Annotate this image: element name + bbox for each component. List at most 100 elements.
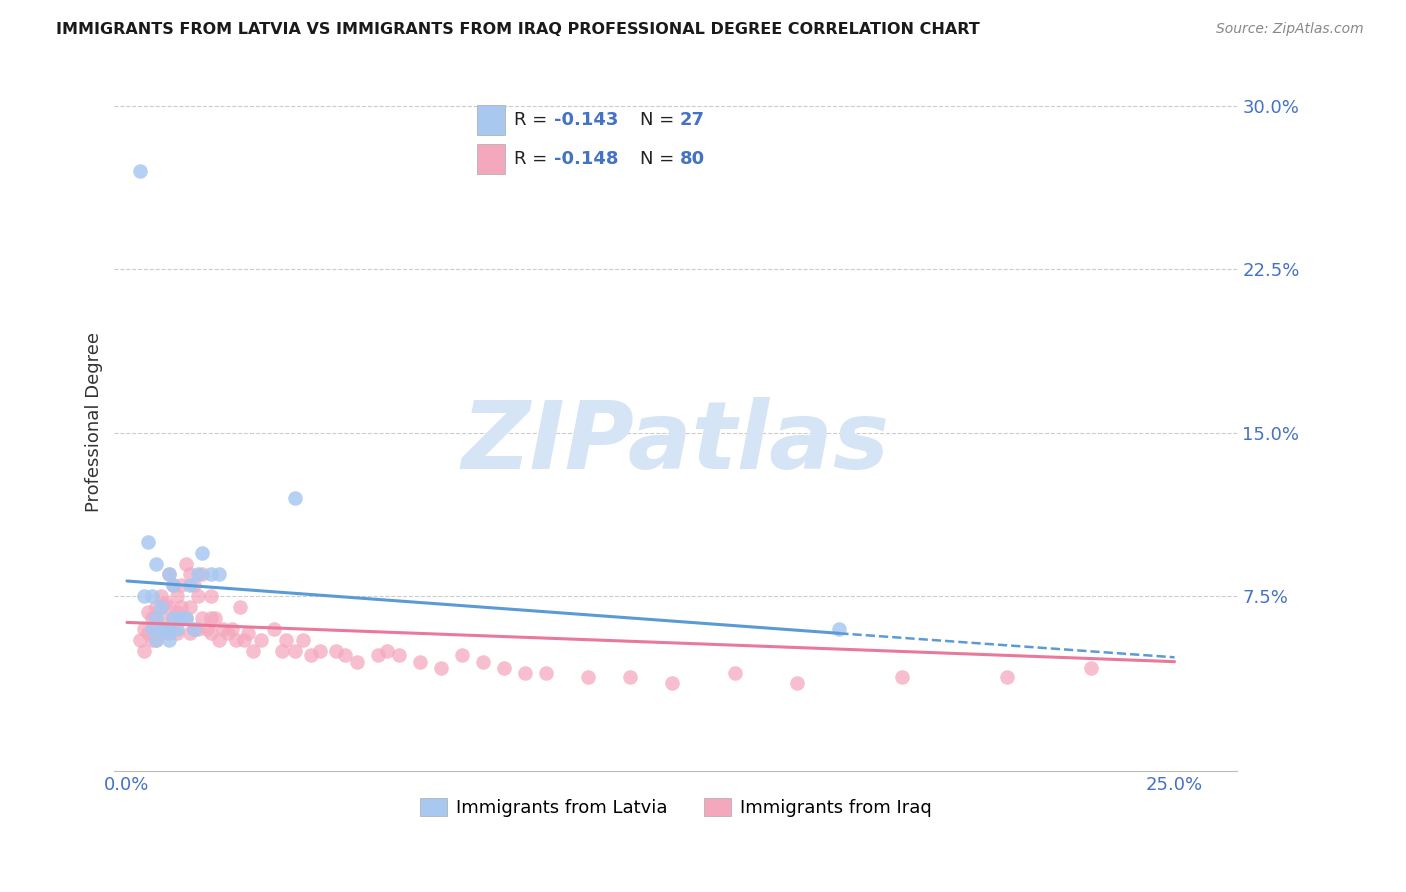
Point — [191, 546, 214, 560]
Point — [221, 622, 243, 636]
Point — [141, 589, 163, 603]
Point — [619, 670, 641, 684]
Point — [995, 670, 1018, 684]
Point — [157, 600, 180, 615]
Point — [308, 644, 330, 658]
Point — [225, 632, 247, 647]
Point — [242, 644, 264, 658]
Point — [191, 611, 214, 625]
Point — [212, 622, 235, 636]
Point — [217, 626, 239, 640]
Point — [233, 632, 256, 647]
Point — [238, 626, 260, 640]
Point — [187, 567, 209, 582]
Point — [145, 557, 167, 571]
Point — [183, 622, 205, 636]
Point — [145, 632, 167, 647]
Point — [174, 611, 197, 625]
Point — [149, 611, 172, 625]
Point — [200, 611, 222, 625]
Point — [157, 567, 180, 582]
Point — [141, 611, 163, 625]
Point — [333, 648, 356, 662]
Point — [132, 589, 155, 603]
Point — [291, 632, 314, 647]
Point — [170, 600, 193, 615]
Text: ZIPatlas: ZIPatlas — [461, 397, 890, 489]
Point — [325, 644, 347, 658]
Point — [149, 622, 172, 636]
Point — [153, 622, 176, 636]
Point — [141, 632, 163, 647]
Point — [200, 589, 222, 603]
Point — [430, 661, 453, 675]
Point — [534, 665, 557, 680]
Point — [157, 622, 180, 636]
Point — [276, 632, 298, 647]
Point — [375, 644, 398, 658]
Point — [162, 611, 184, 625]
Point — [179, 600, 201, 615]
Point — [576, 670, 599, 684]
Point — [299, 648, 322, 662]
Point — [195, 622, 218, 636]
Point — [149, 589, 172, 603]
Point — [145, 622, 167, 636]
Point — [183, 578, 205, 592]
Point — [284, 491, 307, 505]
Point — [786, 676, 808, 690]
Text: Source: ZipAtlas.com: Source: ZipAtlas.com — [1216, 22, 1364, 37]
Point — [891, 670, 914, 684]
Point — [187, 589, 209, 603]
Point — [187, 622, 209, 636]
Point — [513, 665, 536, 680]
Point — [472, 655, 495, 669]
Point — [162, 611, 184, 625]
Point — [157, 622, 180, 636]
Point — [166, 589, 188, 603]
Point — [284, 644, 307, 658]
Point — [132, 622, 155, 636]
Point — [153, 622, 176, 636]
Point — [661, 676, 683, 690]
Text: IMMIGRANTS FROM LATVIA VS IMMIGRANTS FROM IRAQ PROFESSIONAL DEGREE CORRELATION C: IMMIGRANTS FROM LATVIA VS IMMIGRANTS FRO… — [56, 22, 980, 37]
Point — [132, 644, 155, 658]
Point — [204, 611, 226, 625]
Point — [451, 648, 474, 662]
Point — [166, 605, 188, 619]
Point — [388, 648, 411, 662]
Point — [367, 648, 389, 662]
Point — [179, 578, 201, 592]
Point — [191, 567, 214, 582]
Point — [145, 600, 167, 615]
Point — [153, 596, 176, 610]
Point — [166, 626, 188, 640]
Point — [183, 622, 205, 636]
Point — [494, 661, 516, 675]
Point — [149, 626, 172, 640]
Point — [128, 164, 150, 178]
Point — [136, 626, 159, 640]
Y-axis label: Professional Degree: Professional Degree — [86, 332, 103, 512]
Point — [723, 665, 745, 680]
Point — [346, 655, 368, 669]
Point — [141, 622, 163, 636]
Point — [170, 611, 193, 625]
Point — [179, 626, 201, 640]
Point — [162, 578, 184, 592]
Point — [179, 567, 201, 582]
Point — [229, 600, 252, 615]
Point — [136, 534, 159, 549]
Point — [162, 578, 184, 592]
Point — [166, 622, 188, 636]
Point — [263, 622, 285, 636]
Point — [149, 600, 172, 615]
Point — [271, 644, 294, 658]
Point — [174, 611, 197, 625]
Point — [200, 626, 222, 640]
Point — [208, 567, 231, 582]
Point — [157, 567, 180, 582]
Point — [200, 567, 222, 582]
Point — [1080, 661, 1102, 675]
Point — [136, 605, 159, 619]
